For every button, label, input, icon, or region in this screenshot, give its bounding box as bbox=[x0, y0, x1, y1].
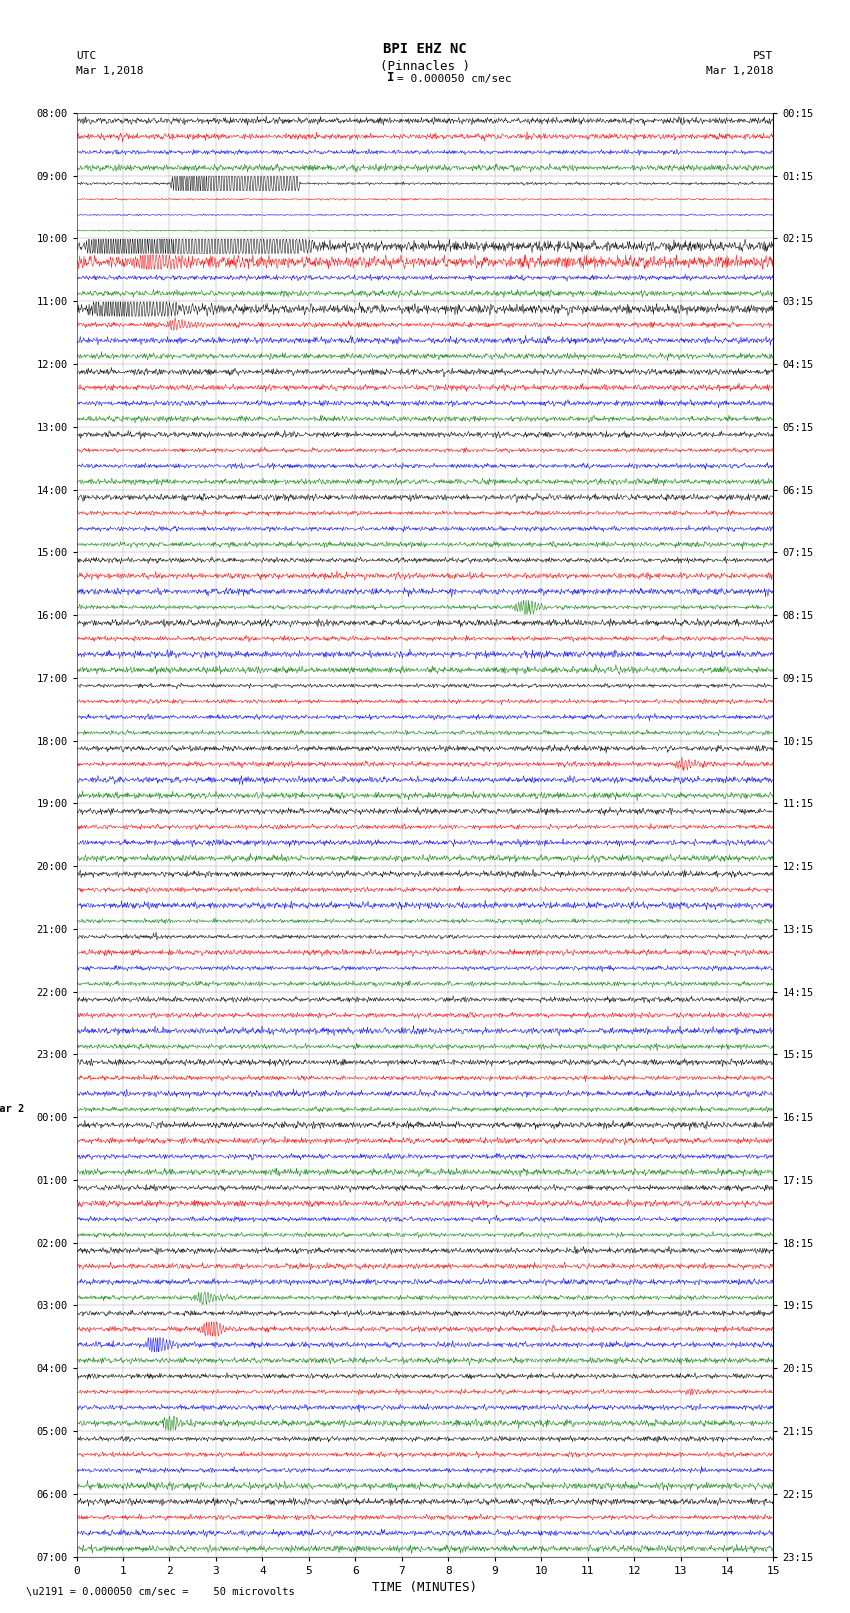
Text: UTC: UTC bbox=[76, 52, 97, 61]
Text: (Pinnacles ): (Pinnacles ) bbox=[380, 60, 470, 73]
Text: PST: PST bbox=[753, 52, 774, 61]
Text: I: I bbox=[387, 71, 394, 84]
X-axis label: TIME (MINUTES): TIME (MINUTES) bbox=[372, 1581, 478, 1594]
Text: Mar 1,2018: Mar 1,2018 bbox=[706, 66, 774, 76]
Text: Mar 1,2018: Mar 1,2018 bbox=[76, 66, 144, 76]
Text: \u2191 = 0.000050 cm/sec =    50 microvolts: \u2191 = 0.000050 cm/sec = 50 microvolts bbox=[26, 1587, 294, 1597]
Text: BPI EHZ NC: BPI EHZ NC bbox=[383, 42, 467, 56]
Text: = 0.000050 cm/sec: = 0.000050 cm/sec bbox=[397, 74, 512, 84]
Text: Mar 2: Mar 2 bbox=[0, 1105, 24, 1115]
